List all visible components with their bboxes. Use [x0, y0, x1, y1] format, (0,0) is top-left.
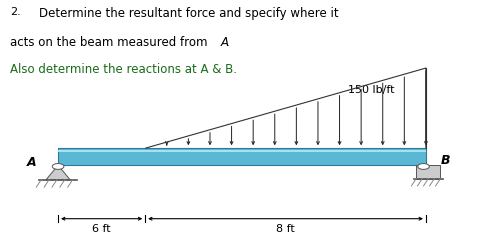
- FancyBboxPatch shape: [58, 148, 426, 165]
- Text: Also determine the reactions at A & B.: Also determine the reactions at A & B.: [10, 63, 237, 76]
- Circle shape: [418, 164, 429, 169]
- Circle shape: [52, 164, 64, 169]
- Text: .: .: [226, 36, 230, 49]
- Text: Determine the resultant force and specify where it: Determine the resultant force and specif…: [39, 7, 338, 20]
- Text: 2.: 2.: [10, 7, 20, 17]
- Text: A: A: [27, 156, 36, 169]
- FancyBboxPatch shape: [416, 165, 440, 179]
- Text: B: B: [440, 154, 450, 167]
- Text: 6 ft: 6 ft: [92, 224, 111, 234]
- Text: A: A: [220, 36, 228, 49]
- Text: 150 lb/ft: 150 lb/ft: [348, 85, 395, 95]
- Text: 8 ft: 8 ft: [276, 224, 295, 234]
- Polygon shape: [46, 165, 70, 180]
- FancyBboxPatch shape: [58, 150, 426, 152]
- Text: acts on the beam measured from: acts on the beam measured from: [10, 36, 211, 49]
